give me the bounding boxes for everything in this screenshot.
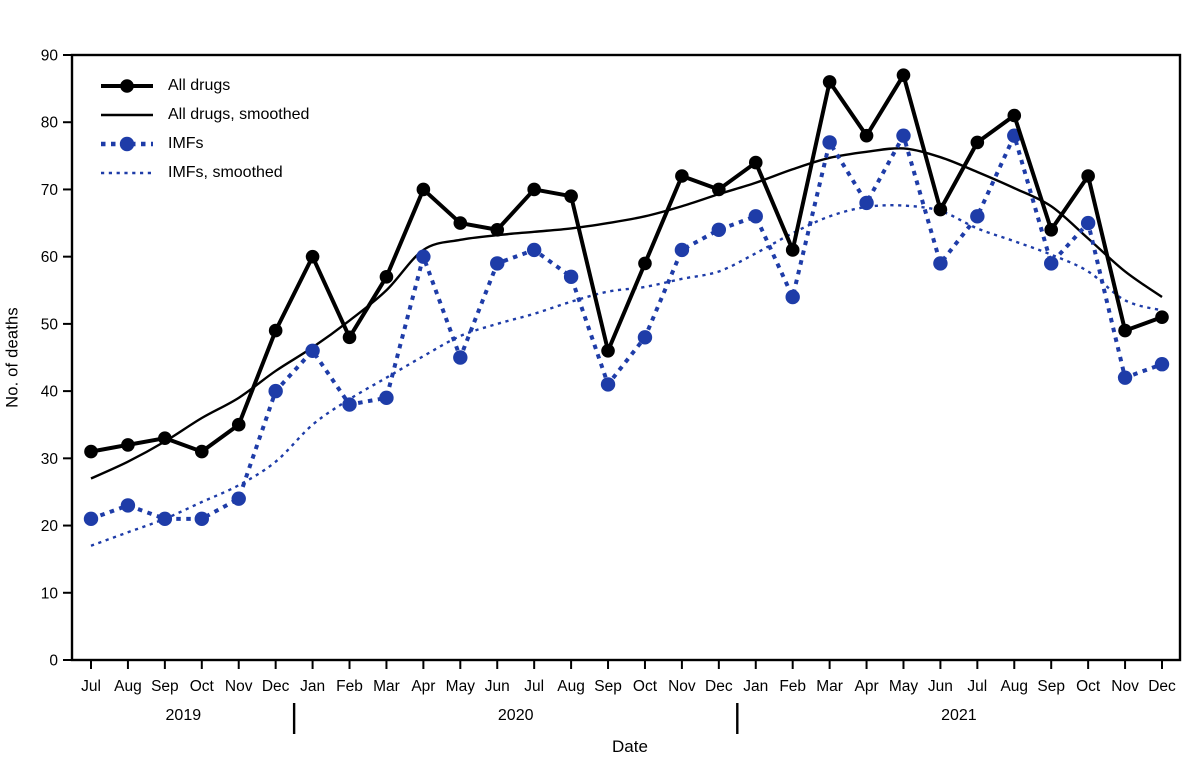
- svg-text:Sep: Sep: [151, 678, 179, 695]
- svg-text:2020: 2020: [498, 707, 534, 724]
- legend-label: IMFs, smoothed: [168, 163, 283, 181]
- svg-text:Dec: Dec: [1148, 678, 1176, 695]
- svg-text:Dec: Dec: [705, 678, 733, 695]
- svg-text:2021: 2021: [941, 707, 977, 724]
- svg-text:May: May: [446, 678, 476, 695]
- svg-text:40: 40: [41, 384, 59, 401]
- svg-text:70: 70: [41, 182, 59, 199]
- svg-text:Mar: Mar: [816, 678, 843, 695]
- svg-text:Jun: Jun: [928, 678, 953, 695]
- all-drugs-line-sample-icon: [101, 78, 153, 93]
- legend-item-all-drugs: All drugs: [99, 71, 309, 100]
- legend-label: IMFs: [168, 134, 204, 152]
- svg-text:Nov: Nov: [668, 678, 696, 695]
- y-axis-title: No. of deaths: [3, 307, 22, 408]
- svg-text:Feb: Feb: [779, 678, 806, 695]
- svg-text:10: 10: [41, 585, 59, 602]
- svg-text:Apr: Apr: [854, 678, 878, 695]
- svg-text:Feb: Feb: [336, 678, 363, 695]
- svg-text:30: 30: [41, 451, 59, 468]
- svg-text:Sep: Sep: [1037, 678, 1065, 695]
- svg-text:Jul: Jul: [81, 678, 101, 695]
- svg-text:0: 0: [49, 653, 58, 670]
- svg-text:Nov: Nov: [225, 678, 253, 695]
- all-drugs-smoothed-line-sample-icon: [101, 113, 153, 116]
- x-axis-title: Date: [612, 737, 648, 756]
- svg-text:Jun: Jun: [485, 678, 510, 695]
- svg-text:Jan: Jan: [300, 678, 325, 695]
- legend-item-imfs-smoothed: IMFs, smoothed: [99, 158, 309, 187]
- svg-text:Aug: Aug: [1000, 678, 1028, 695]
- svg-text:2019: 2019: [166, 707, 202, 724]
- legend-label: All drugs: [168, 76, 231, 94]
- svg-text:50: 50: [41, 316, 59, 333]
- svg-text:Jan: Jan: [743, 678, 768, 695]
- chart-legend: All drugs All drugs, smoothed IMFs IMFs,…: [99, 71, 309, 187]
- svg-text:Oct: Oct: [633, 678, 658, 695]
- imfs-smoothed-line-sample-icon: [101, 171, 153, 174]
- imfs-line-sample-icon: [101, 136, 153, 151]
- svg-text:Apr: Apr: [411, 678, 435, 695]
- svg-text:Oct: Oct: [1076, 678, 1101, 695]
- svg-text:Jul: Jul: [524, 678, 544, 695]
- svg-text:60: 60: [41, 249, 59, 266]
- svg-text:Aug: Aug: [557, 678, 585, 695]
- svg-text:90: 90: [41, 48, 59, 65]
- svg-text:20: 20: [41, 518, 59, 535]
- svg-text:Oct: Oct: [190, 678, 215, 695]
- svg-text:Mar: Mar: [373, 678, 400, 695]
- svg-text:Jul: Jul: [967, 678, 987, 695]
- svg-text:Sep: Sep: [594, 678, 622, 695]
- svg-text:Dec: Dec: [262, 678, 290, 695]
- svg-text:May: May: [889, 678, 919, 695]
- legend-label: All drugs, smoothed: [168, 105, 310, 123]
- svg-text:Aug: Aug: [114, 678, 142, 695]
- legend-item-imfs: IMFs: [99, 129, 309, 158]
- svg-text:Nov: Nov: [1111, 678, 1139, 695]
- legend-item-all-drugs-smoothed: All drugs, smoothed: [99, 100, 309, 129]
- svg-text:80: 80: [41, 115, 59, 132]
